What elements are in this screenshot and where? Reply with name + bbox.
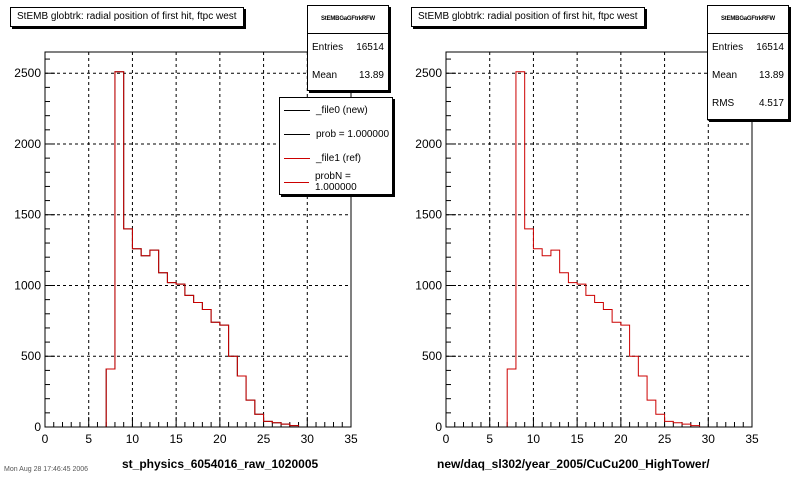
x-tick-label: 20 [614,432,628,446]
right-plot-title: StEMB globtrk: radial position of first … [411,7,645,27]
right-x-axis-title: new/daq_sl302/year_2005/CuCu200_HighTowe… [437,457,710,471]
x-tick-label: 10 [527,432,541,446]
legend-item: prob = 1.000000 [280,122,392,146]
x-tick-label: 25 [658,432,672,446]
left-x-axis-title: st_physics_6054016_raw_1020005 [122,457,319,471]
legend-swatch [284,181,309,183]
y-tick-label: 0 [34,420,41,434]
right-stats-box: StEMBGaGFtrkRFW Entries 16514 Mean 13.89… [707,5,789,120]
x-tick-label: 20 [213,432,227,446]
right-stats-entries-value: 16514 [756,42,784,53]
left-legend: _file0 (new) prob = 1.000000 _file1 (ref… [279,97,393,195]
y-tick-label: 2000 [415,137,442,151]
legend-label: _file0 (new) [316,104,368,116]
x-tick-label: 5 [85,432,92,446]
x-tick-label: 0 [443,432,450,446]
legend-label: probN = 1.000000 [314,171,357,193]
y-tick-label: 1500 [415,208,442,222]
histogram-series-line [446,71,752,428]
plot-frame [445,51,753,428]
left-stats-mean-label: Mean [312,70,338,81]
left-stats-header: StEMBGaGFtrkRFW [308,6,388,34]
plot-frame [44,51,352,428]
histogram-series-line [45,71,351,428]
right-stats-mean-label: Mean [712,70,738,81]
right-stats-entries-row: Entries 16514 [708,34,788,62]
y-tick-label: 500 [422,349,442,363]
y-tick-label: 2500 [415,66,442,80]
left-stats-mean-row: Mean 13.89 [308,62,388,90]
right-stats-mean-row: Mean 13.89 [708,62,788,90]
y-tick-label: 1000 [415,278,442,292]
right-stats-rms-label: RMS [712,98,735,109]
footer-timestamp: Mon Aug 28 17:46:45 2006 [4,466,89,473]
legend-item: _file1 (ref) [280,146,392,170]
right-stats-rms-value: 4.517 [758,98,784,109]
x-tick-label: 5 [486,432,493,446]
right-stats-entries-label: Entries [712,42,744,53]
left-stats-mean-value: 13.89 [358,70,384,81]
x-tick-label: 15 [169,432,183,446]
legend-swatch [284,157,310,159]
x-tick-label: 15 [570,432,584,446]
y-tick-label: 2000 [14,137,41,151]
legend-item: _file0 (new) [280,98,392,122]
right-stats-header: StEMBGaGFtrkRFW [708,6,788,34]
x-tick-label: 25 [257,432,271,446]
x-tick-label: 30 [702,432,716,446]
right-stats-mean-value: 13.89 [758,70,784,81]
left-plot-title: StEMB globtrk: radial position of first … [10,7,244,27]
x-tick-label: 35 [344,432,358,446]
legend-swatch [284,109,310,111]
y-tick-label: 1000 [14,278,41,292]
x-tick-label: 0 [42,432,49,446]
y-tick-label: 0 [435,420,442,434]
left-stats-box: StEMBGaGFtrkRFW Entries 16514 Mean 13.89 [307,5,389,91]
legend-label: prob = 1.000000 [316,128,390,140]
left-stats-entries-value: 16514 [356,42,384,53]
legend-item: probN = 1.000000 [280,170,392,194]
y-tick-label: 500 [21,349,41,363]
right-stats-rms-row: RMS 4.517 [708,90,788,118]
left-stats-entries-row: Entries 16514 [308,34,388,62]
right-histogram-plot: 0 5 10 15 20 25 30 35 0 500 1000 1500 2000 2500 [415,51,759,446]
y-tick-label: 2500 [14,66,41,80]
x-tick-label: 10 [126,432,140,446]
y-tick-label: 1500 [14,208,41,222]
legend-swatch [284,133,310,135]
x-tick-label: 30 [301,432,315,446]
left-stats-entries-label: Entries [312,42,344,53]
legend-label: _file1 (ref) [316,152,362,164]
x-tick-label: 35 [745,432,759,446]
